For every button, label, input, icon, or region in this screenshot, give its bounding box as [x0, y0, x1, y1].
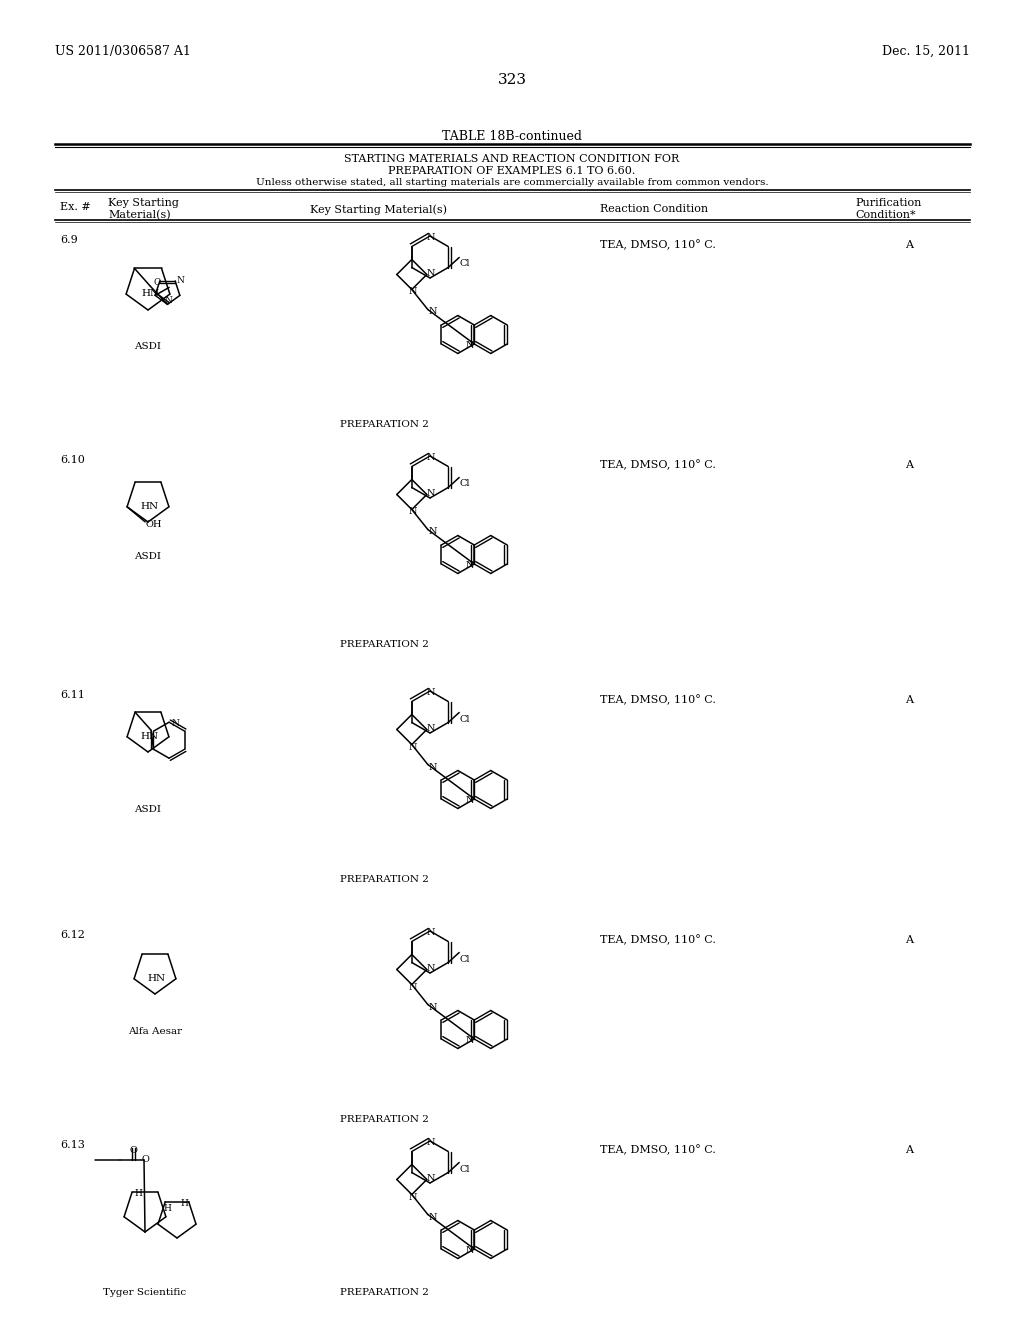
Text: PREPARATION 2: PREPARATION 2: [340, 640, 429, 649]
Text: Condition*: Condition*: [855, 210, 915, 220]
Text: 6.9: 6.9: [60, 235, 78, 246]
Text: N: N: [427, 1138, 435, 1147]
Text: H: H: [163, 1204, 171, 1213]
Text: H: H: [134, 1189, 142, 1199]
Text: PREPARATION 2: PREPARATION 2: [340, 1288, 429, 1298]
Text: N: N: [409, 982, 418, 991]
Text: A: A: [905, 696, 913, 705]
Text: PREPARATION 2: PREPARATION 2: [340, 420, 429, 429]
Text: N: N: [427, 928, 435, 937]
Text: A: A: [905, 1144, 913, 1155]
Text: Ex. #: Ex. #: [60, 202, 91, 213]
Text: TEA, DMSO, 110° C.: TEA, DMSO, 110° C.: [600, 696, 716, 706]
Text: PREPARATION 2: PREPARATION 2: [340, 875, 429, 884]
Text: N: N: [465, 561, 474, 570]
Text: HN: HN: [141, 731, 159, 741]
Text: 6.13: 6.13: [60, 1140, 85, 1150]
Text: N: N: [427, 1173, 435, 1183]
Text: HN: HN: [142, 289, 160, 298]
Text: A: A: [905, 459, 913, 470]
Text: TEA, DMSO, 110° C.: TEA, DMSO, 110° C.: [600, 1144, 716, 1155]
Text: Material(s): Material(s): [108, 210, 171, 220]
Text: N: N: [465, 1036, 474, 1045]
Text: N: N: [465, 796, 474, 805]
Text: ASDI: ASDI: [134, 805, 162, 814]
Text: N: N: [427, 723, 435, 733]
Text: Unless otherwise stated, all starting materials are commercially available from : Unless otherwise stated, all starting ma…: [256, 178, 768, 187]
Text: Dec. 15, 2011: Dec. 15, 2011: [882, 45, 970, 58]
Text: Cl: Cl: [459, 260, 470, 268]
Text: 6.12: 6.12: [60, 931, 85, 940]
Text: A: A: [905, 935, 913, 945]
Text: N: N: [176, 276, 184, 285]
Text: O: O: [129, 1146, 137, 1155]
Text: N: N: [427, 964, 435, 973]
Text: Reaction Condition: Reaction Condition: [600, 205, 709, 214]
Text: N: N: [409, 742, 418, 751]
Text: N: N: [427, 269, 435, 279]
Text: N: N: [171, 719, 179, 729]
Text: Key Starting Material(s): Key Starting Material(s): [310, 205, 447, 215]
Text: Cl: Cl: [459, 714, 470, 723]
Text: HN: HN: [147, 974, 166, 983]
Text: TEA, DMSO, 110° C.: TEA, DMSO, 110° C.: [600, 240, 716, 251]
Text: STARTING MATERIALS AND REACTION CONDITION FOR: STARTING MATERIALS AND REACTION CONDITIO…: [344, 154, 680, 164]
Text: ASDI: ASDI: [134, 342, 162, 351]
Text: N: N: [427, 234, 435, 242]
Text: N: N: [409, 1192, 418, 1201]
Text: Cl: Cl: [459, 1164, 470, 1173]
Text: N: N: [427, 488, 435, 498]
Text: TABLE 18B-continued: TABLE 18B-continued: [442, 129, 582, 143]
Text: N: N: [429, 1213, 437, 1221]
Text: N: N: [427, 688, 435, 697]
Text: O: O: [154, 279, 161, 286]
Text: 6.10: 6.10: [60, 455, 85, 465]
Text: N: N: [409, 288, 418, 297]
Text: N: N: [409, 507, 418, 516]
Text: OH: OH: [145, 520, 162, 529]
Text: HN: HN: [141, 502, 159, 511]
Text: 6.11: 6.11: [60, 690, 85, 700]
Text: Tyger Scientific: Tyger Scientific: [103, 1288, 186, 1298]
Text: US 2011/0306587 A1: US 2011/0306587 A1: [55, 45, 190, 58]
Text: Cl: Cl: [459, 954, 470, 964]
Text: Key Starting: Key Starting: [108, 198, 179, 209]
Text: TEA, DMSO, 110° C.: TEA, DMSO, 110° C.: [600, 459, 716, 471]
Text: N: N: [429, 1002, 437, 1011]
Text: PREPARATION OF EXAMPLES 6.1 TO 6.60.: PREPARATION OF EXAMPLES 6.1 TO 6.60.: [388, 166, 636, 176]
Text: N: N: [165, 297, 172, 305]
Text: ASDI: ASDI: [134, 552, 162, 561]
Text: PREPARATION 2: PREPARATION 2: [340, 1115, 429, 1125]
Text: Purification: Purification: [855, 198, 922, 209]
Text: O: O: [141, 1155, 148, 1164]
Text: H: H: [181, 1199, 188, 1208]
Text: 323: 323: [498, 73, 526, 87]
Text: N: N: [465, 1246, 474, 1255]
Text: N: N: [429, 528, 437, 536]
Text: A: A: [905, 240, 913, 249]
Text: Alfa Aesar: Alfa Aesar: [128, 1027, 182, 1036]
Text: N: N: [429, 308, 437, 317]
Text: N: N: [465, 341, 474, 350]
Text: Cl: Cl: [459, 479, 470, 488]
Text: TEA, DMSO, 110° C.: TEA, DMSO, 110° C.: [600, 935, 716, 945]
Text: N: N: [429, 763, 437, 771]
Text: N: N: [427, 453, 435, 462]
